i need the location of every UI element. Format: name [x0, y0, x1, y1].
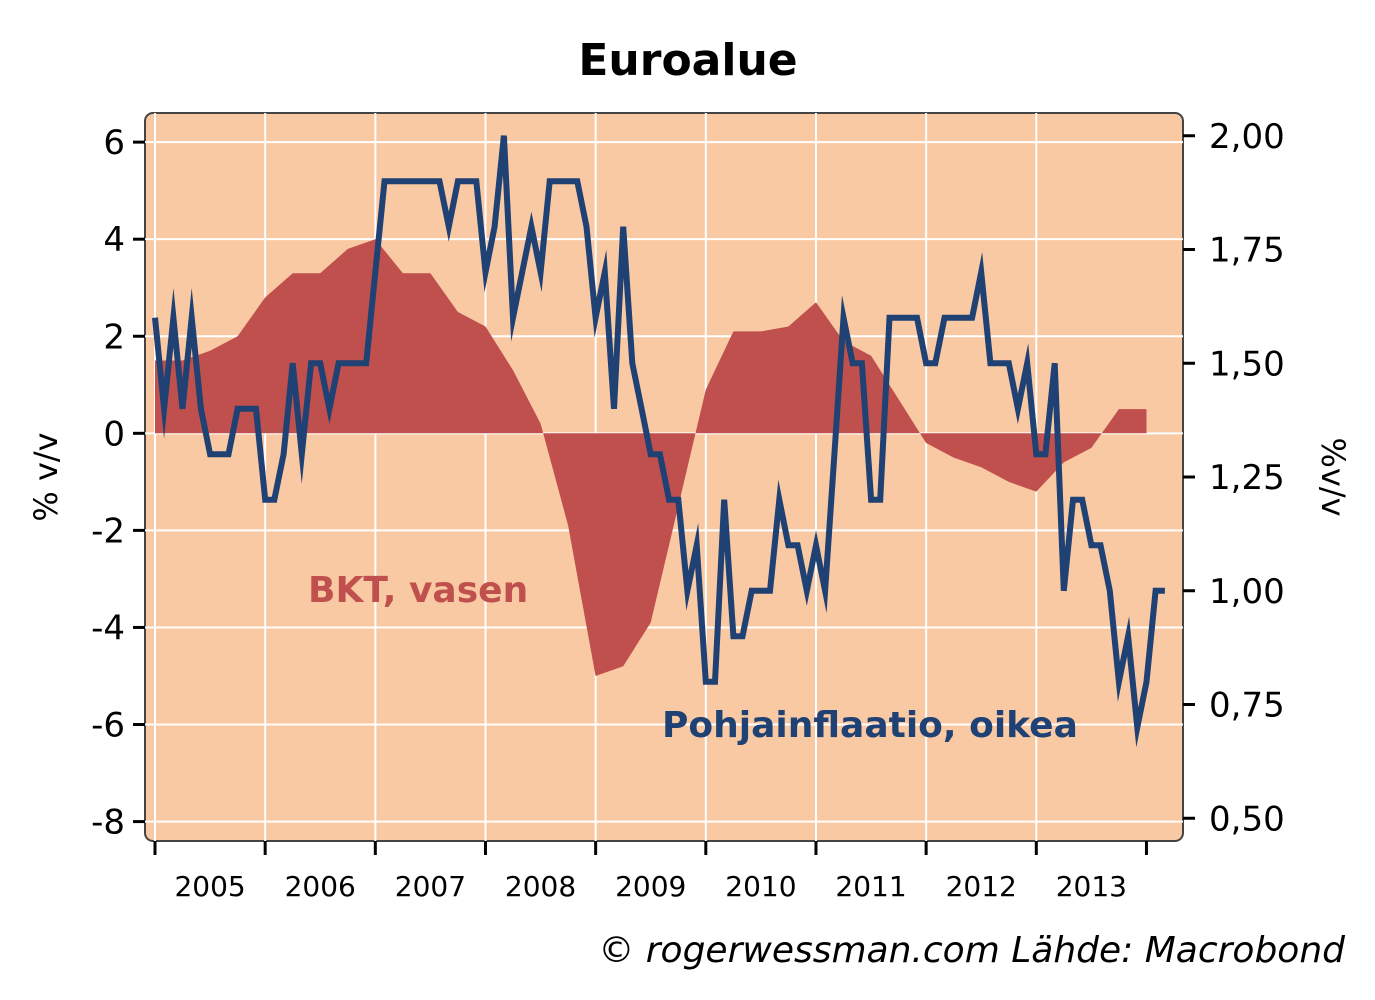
x-tick-label: 2009	[615, 870, 686, 903]
right-tick-label: 1,75	[1209, 231, 1285, 271]
left-tick-label: 4	[103, 220, 125, 260]
left-tick-label: 2	[103, 317, 125, 357]
right-tick-label: 1,00	[1209, 572, 1285, 612]
gdp-area	[155, 239, 1147, 676]
left-tick-label: -2	[91, 511, 125, 551]
chart-title: Euroalue	[578, 35, 797, 86]
x-tick-label: 2011	[835, 870, 906, 903]
left-tick-label: -6	[91, 706, 125, 746]
right-tick-label: 0,50	[1209, 799, 1285, 839]
x-tick-label: 2006	[285, 870, 356, 903]
x-tick-label: 2008	[505, 870, 576, 903]
source-credit: © rogerwessman.com Lähde: Macrobond	[598, 930, 1346, 971]
left-tick-label: -8	[91, 803, 125, 843]
right-tick-label: 1,25	[1209, 458, 1285, 498]
x-axis: 2005 2006 2007 2008 2009 2010 2011 2012 2013	[153, 841, 1148, 903]
core-inflation-line	[152, 135, 1165, 748]
left-axis-label: % v/v	[27, 432, 65, 521]
right-axis: 2,00 1,75 1,50 1,25 1,00 0,75 0,50	[1183, 117, 1285, 839]
core-inflation-annotation: Pohjainflaatio, oikea	[662, 705, 1078, 746]
core-inflation-line-layer	[152, 135, 1165, 748]
x-tick-label: 2013	[1056, 870, 1127, 903]
right-tick-label: 1,50	[1209, 344, 1285, 384]
gdp-annotation: BKT, vasen	[308, 570, 528, 611]
x-tick-label: 2005	[174, 870, 245, 903]
right-axis-label: %v/v	[1314, 437, 1352, 516]
x-tick-label: 2010	[725, 870, 796, 903]
x-tick-label: 2007	[395, 870, 466, 903]
right-tick-label: 2,00	[1209, 117, 1285, 157]
left-axis: 6 4 2 0 -2 -4 -6 -8	[91, 123, 145, 843]
left-tick-label: 6	[103, 123, 125, 163]
gdp-area-layer	[155, 239, 1147, 676]
left-tick-label: -4	[91, 608, 125, 648]
right-tick-label: 0,75	[1209, 686, 1285, 726]
x-tick-label: 2012	[946, 870, 1017, 903]
left-tick-label: 0	[103, 414, 125, 454]
